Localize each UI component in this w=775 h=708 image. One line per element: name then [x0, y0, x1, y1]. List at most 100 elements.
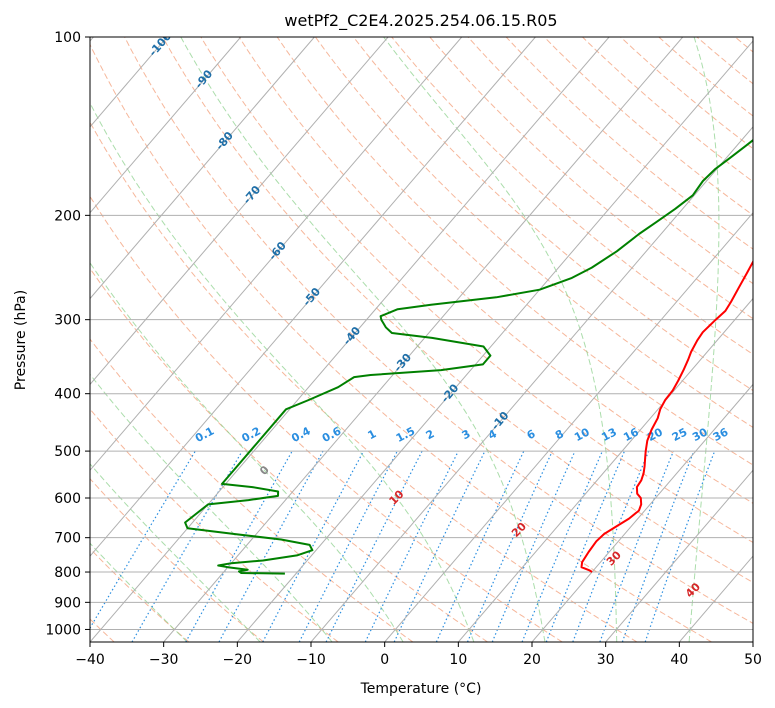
x-tick-label: 10 — [449, 652, 467, 668]
dry-adiabat-line — [90, 478, 264, 642]
x-tick-label: −20 — [223, 652, 253, 668]
mixing-ratio-line — [572, 450, 650, 642]
moist-adiabat-line — [383, 37, 618, 642]
moist-adiabats — [90, 37, 775, 642]
mixing-ratio-label: 10 — [572, 425, 592, 444]
mixing-ratio-label: 25 — [670, 425, 690, 444]
mixing-ratio-line — [621, 450, 695, 642]
isotherm-line — [236, 40, 753, 642]
mixing-ratio-label: 1.5 — [394, 424, 417, 445]
moist-adiabat-label: 0 — [257, 463, 272, 478]
mixing-ratio-line — [218, 450, 324, 642]
mixing-ratio-line — [466, 450, 553, 642]
mixing-ratio-label: 30 — [690, 425, 710, 444]
x-axis-ticks: −40 −30 −20 −10 0 10 20 30 40 50 — [75, 642, 762, 668]
y-tick-label: 900 — [54, 595, 81, 611]
dry-adiabat-line — [658, 37, 753, 117]
dry-adiabat-line — [543, 37, 753, 216]
moist-adiabat-line — [90, 373, 333, 642]
moist-adiabat-line — [762, 37, 775, 642]
dry-adiabat-line — [90, 195, 563, 642]
moist-adiabat-line — [90, 463, 261, 642]
dry-adiabat-line — [90, 43, 712, 642]
mixing-ratio-line — [521, 450, 603, 642]
x-tick-label: −30 — [149, 652, 179, 668]
isotherm-line — [90, 37, 315, 300]
moist-adiabat-line — [688, 37, 720, 642]
pressure-gridlines — [90, 37, 753, 630]
isotherm-line — [678, 555, 753, 642]
y-tick-label: 700 — [54, 531, 81, 547]
dry-adiabat-line — [505, 37, 753, 250]
moist-adiabat-label: 10 — [387, 487, 407, 507]
isotherm-line — [310, 126, 753, 642]
mixing-ratio-label: 20 — [645, 425, 665, 444]
mixing-ratio-label: 13 — [599, 425, 619, 444]
isotherm-label: -100 — [146, 29, 174, 59]
mixing-ratio-line — [599, 450, 674, 642]
x-tick-label: 20 — [523, 652, 541, 668]
dewpoint-profile-line — [184, 138, 753, 575]
mixing-ratio-label: 36 — [711, 425, 731, 444]
mixing-ratio-line — [435, 450, 525, 642]
dry-adiabat-line — [429, 37, 753, 320]
mixing-ratio-label: 1 — [366, 427, 379, 442]
isotherm-line — [90, 37, 389, 386]
mixing-ratio-line — [644, 450, 716, 642]
x-tick-label: 50 — [744, 652, 762, 668]
isotherm-line — [90, 37, 610, 642]
plot-area: -100-90-80-70-60-50-40-30-20-100.1 0.2 0.4… — [90, 29, 775, 642]
chart-title: wetPf2_C2E4.2025.254.06.15.R05 — [284, 11, 557, 31]
mixing-ratio-line — [298, 450, 398, 642]
y-tick-label: 200 — [54, 208, 81, 224]
isotherm-line — [90, 37, 536, 557]
mixing-ratio-label: 6 — [525, 427, 538, 442]
isotherm-line — [90, 37, 463, 472]
temperature-profile-line — [580, 259, 753, 573]
moist-adiabat-label: 40 — [683, 580, 703, 600]
moist-adiabat-line — [90, 261, 404, 642]
y-tick-label: 1000 — [45, 622, 81, 638]
skewed-isotherms — [90, 37, 753, 642]
y-tick-label: 400 — [54, 387, 81, 403]
isotherm-line — [457, 297, 753, 642]
mixing-ratio-line — [364, 450, 459, 642]
mixing-ratio-line — [491, 450, 576, 642]
dry-adiabat-line — [124, 37, 753, 624]
y-tick-label: 600 — [54, 491, 81, 507]
dry-adiabat-line — [90, 408, 339, 642]
moist-adiabat-label: 20 — [509, 520, 529, 540]
mixing-ratio-label: 2 — [424, 427, 437, 442]
mixing-ratio-label: 0.4 — [289, 424, 313, 445]
mixing-ratio-line — [262, 450, 365, 642]
isotherm-line — [90, 37, 242, 214]
y-axis-label: Pressure (hPa) — [13, 290, 29, 390]
x-tick-label: 30 — [597, 652, 615, 668]
isotherm-line — [605, 469, 753, 642]
y-tick-label: 800 — [54, 565, 81, 581]
mixing-ratio-line — [393, 450, 486, 642]
dry-adiabat-line — [696, 37, 753, 85]
mixing-ratio-label: 0.6 — [320, 424, 344, 445]
dry-adiabat-line — [353, 37, 753, 392]
y-tick-label: 500 — [54, 444, 81, 460]
x-tick-label: −40 — [75, 652, 105, 668]
moist-adiabat-label: 30 — [604, 548, 624, 568]
mixing-ratio-lines — [90, 450, 716, 642]
dry-adiabat-line — [90, 267, 488, 642]
x-axis-label: Temperature (°C) — [360, 681, 482, 697]
isotherm-line — [531, 383, 753, 642]
mixing-ratio-label: 0.2 — [240, 424, 263, 445]
x-tick-label: 0 — [380, 652, 389, 668]
dry-adiabat-line — [467, 37, 753, 285]
plot-frame — [89, 36, 754, 643]
x-tick-label: 40 — [670, 652, 688, 668]
mixing-ratio-label: 3 — [460, 427, 473, 442]
sounding-profiles — [184, 138, 753, 575]
y-axis-ticks: 1000 900 800 700 600 500 400 300 200 100 — [45, 30, 90, 638]
dry-adiabat-line — [734, 37, 753, 53]
mixing-ratio-label: 0.1 — [193, 424, 216, 445]
moist-adiabat-line — [90, 102, 475, 642]
mixing-ratio-label: 8 — [553, 427, 566, 442]
